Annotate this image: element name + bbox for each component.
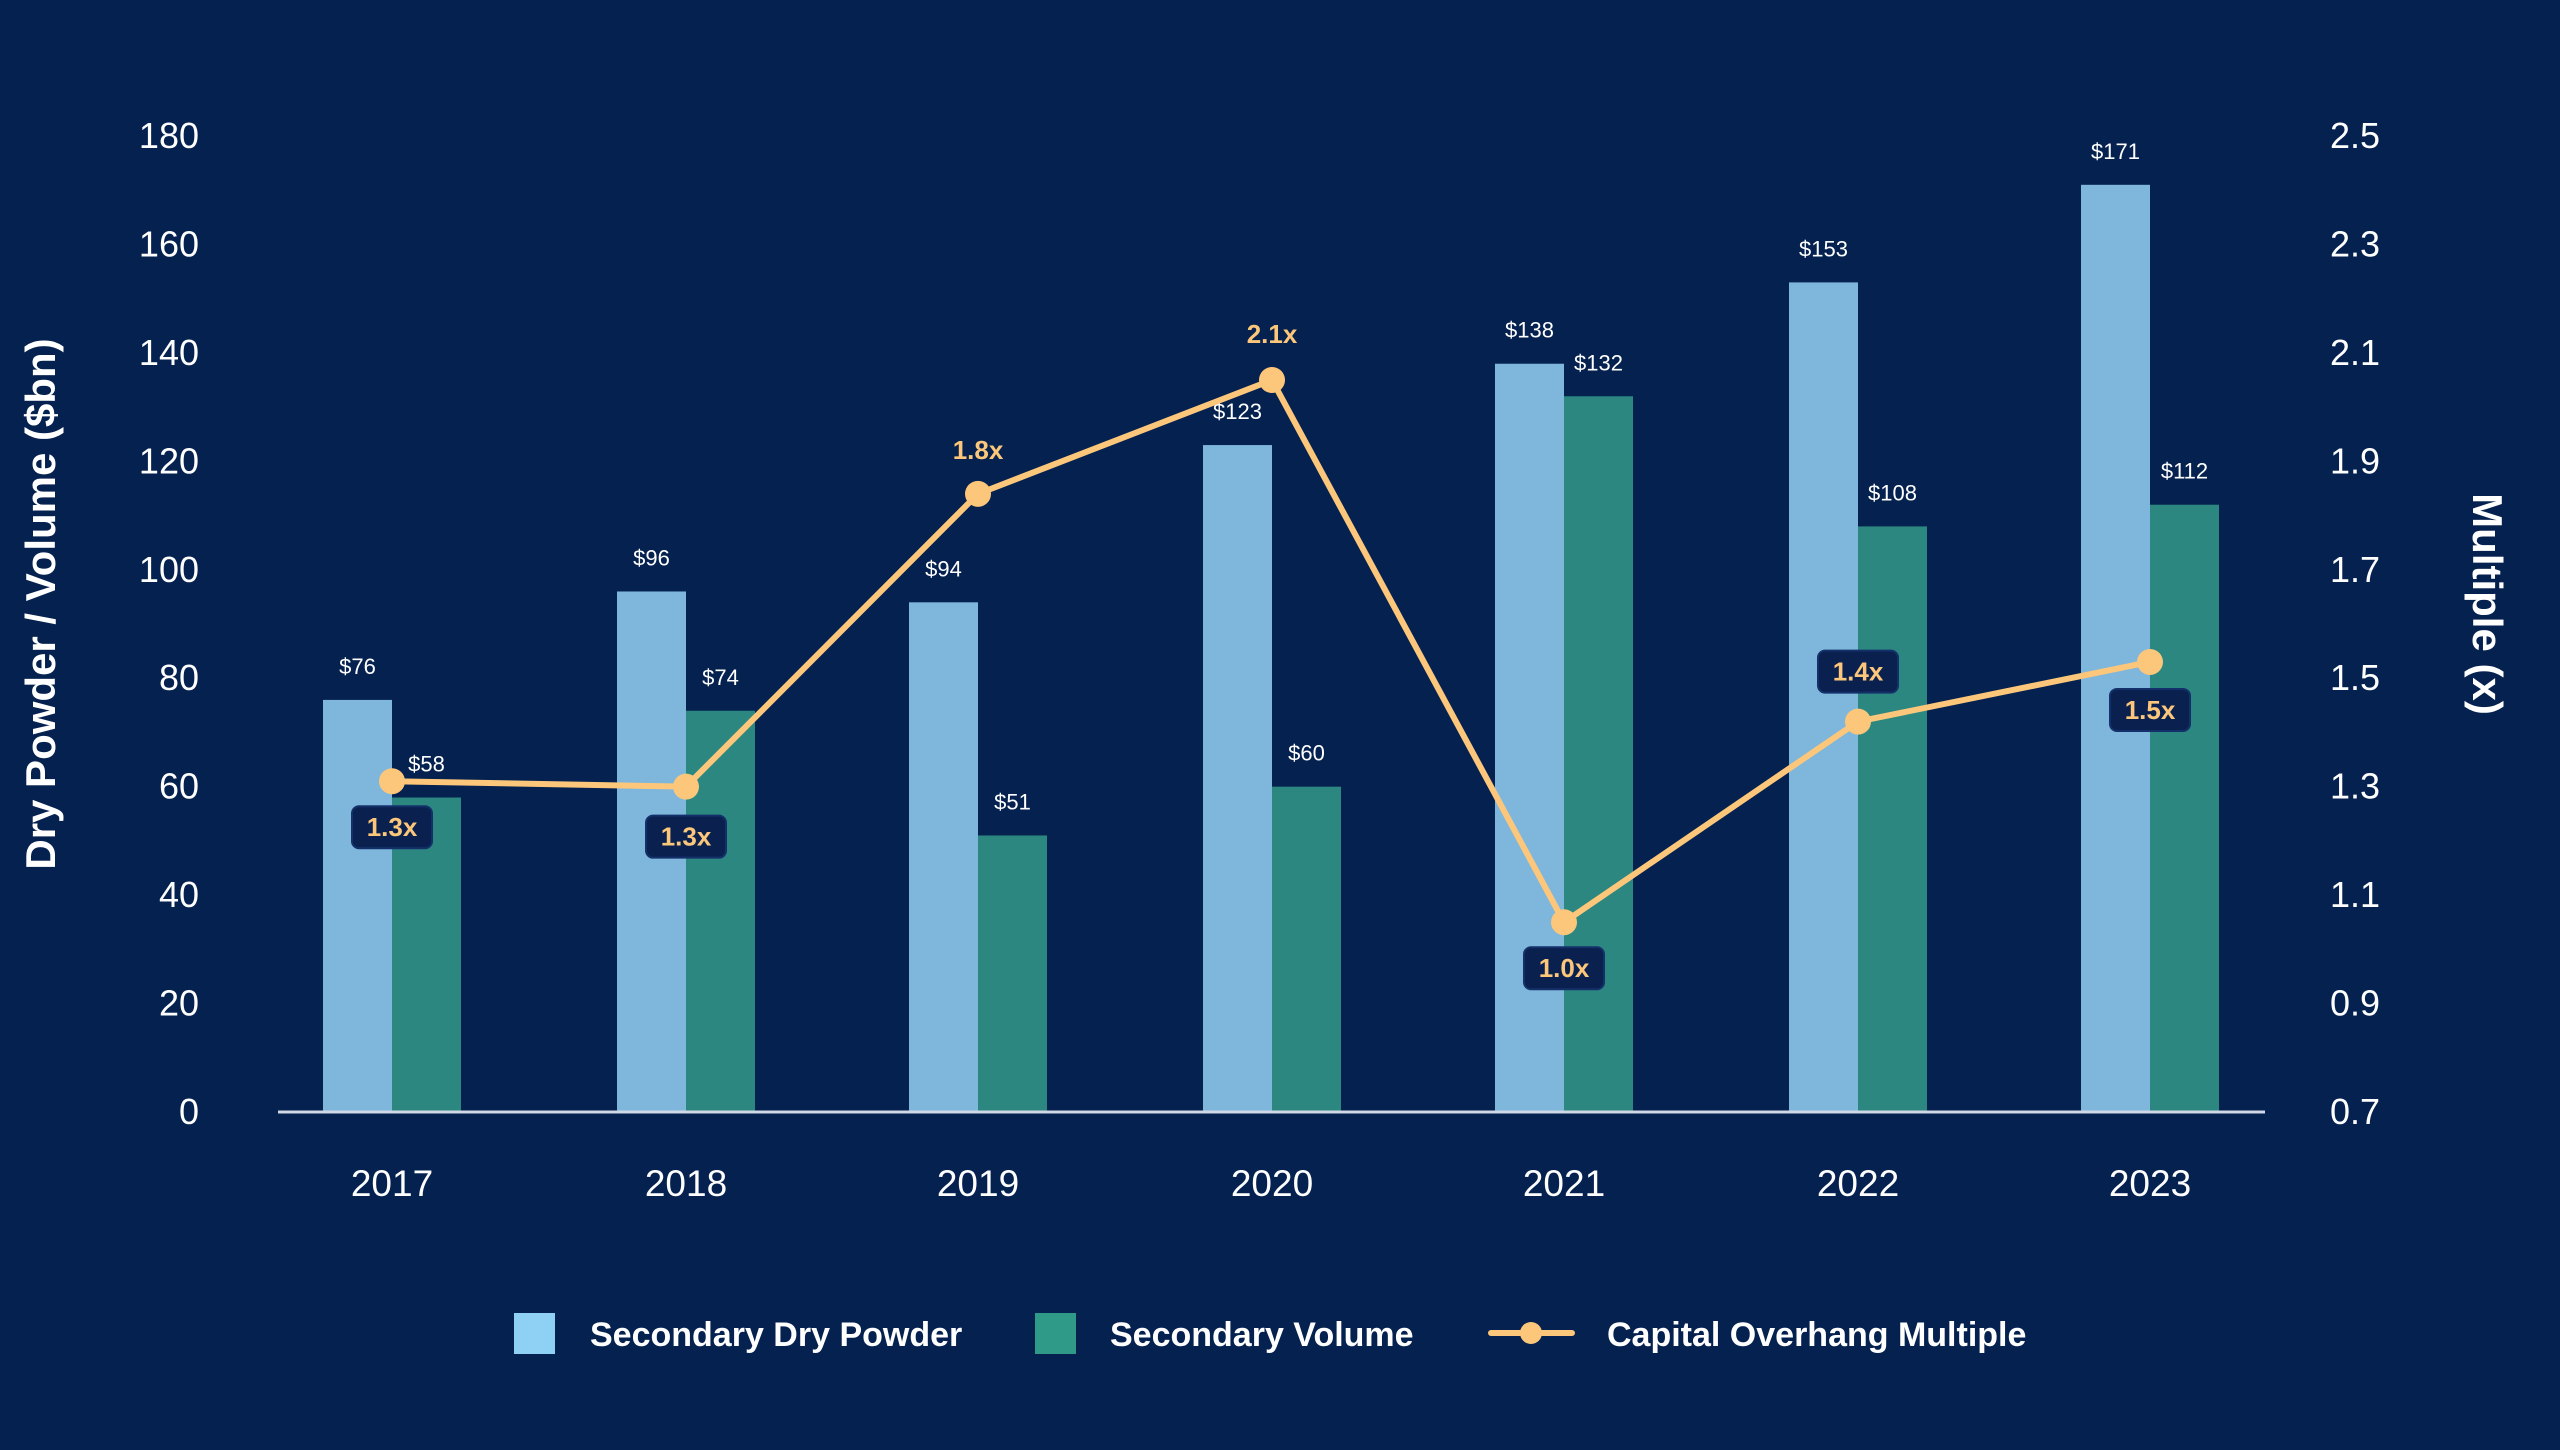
bar-volume: [1564, 396, 1633, 1112]
y2-tick-label: 1.5: [2330, 657, 2380, 698]
multiple-label: 1.3x: [367, 812, 418, 842]
multiple-point: [673, 773, 699, 800]
y2-tick-label: 1.3: [2330, 766, 2380, 807]
data-label: $123: [1213, 399, 1262, 424]
data-label: $112: [2161, 459, 2208, 484]
bar-volume: [1272, 786, 1341, 1112]
multiple-label: 1.5x: [2125, 695, 2176, 725]
bar-dry-powder: [1789, 282, 1858, 1112]
y-tick-label: 180: [139, 115, 199, 156]
data-label: $171: [2091, 139, 2140, 164]
bar-dry-powder: [2081, 184, 2150, 1113]
data-label: $94: [925, 556, 962, 581]
y2-tick-label: 2.1: [2330, 332, 2380, 373]
bar-volume: [2150, 504, 2219, 1112]
y-tick-label: 40: [159, 874, 199, 915]
multiple-label: 1.8x: [953, 435, 1004, 465]
legend-label-dry-powder: Secondary Dry Powder: [590, 1316, 962, 1354]
y2-tick-label: 0.9: [2330, 983, 2380, 1024]
x-tick-label: 2018: [645, 1163, 727, 1204]
data-label: $132: [1574, 350, 1623, 375]
multiple-label: 1.4x: [1833, 657, 1884, 687]
legend: Secondary Dry Powder Secondary Volume Ca…: [514, 1313, 2026, 1354]
multiple-label-box: [2109, 687, 2191, 732]
bar-volume: [1858, 526, 1927, 1112]
multiple-point: [2137, 648, 2163, 675]
multiple-label-box: [645, 814, 727, 859]
multiple-point: [1259, 367, 1285, 393]
legend-swatch-dry-powder: [514, 1313, 555, 1354]
y-axis-title: Dry Powder / Volume ($bn): [17, 338, 64, 869]
multiple-label-box: [1817, 649, 1899, 694]
bar-dry-powder: [1203, 445, 1272, 1113]
y-tick-label: 140: [139, 332, 199, 373]
bar-volume: [392, 797, 461, 1112]
y-tick-label: 80: [159, 657, 199, 698]
y-tick-label: 120: [139, 440, 199, 481]
multiple-label: 1.0x: [1539, 953, 1590, 983]
data-label: $108: [1868, 480, 1917, 505]
y2-tick-label: 2.5: [2330, 115, 2380, 156]
data-label: $76: [339, 654, 376, 679]
data-label: $58: [408, 752, 445, 777]
y2-tick-label: 2.3: [2330, 223, 2380, 264]
y-tick-label: 20: [159, 983, 199, 1024]
x-tick-label: 2019: [937, 1163, 1019, 1204]
y2-tick-label: 1.1: [2330, 874, 2380, 915]
x-tick-label: 2022: [1817, 1163, 1899, 1204]
multiple-label: 1.3x: [661, 822, 712, 852]
x-tick-label: 2023: [2109, 1163, 2191, 1204]
bar-dry-powder: [1495, 363, 1564, 1112]
data-label: $96: [633, 545, 670, 570]
y-tick-label: 60: [159, 766, 199, 807]
legend-marker-icon: [1520, 1322, 1542, 1344]
multiple-label-box: [351, 805, 433, 850]
data-label: $153: [1799, 236, 1848, 261]
multiple-point: [965, 480, 991, 507]
bar-volume: [978, 835, 1047, 1112]
bar-dry-powder: [909, 602, 978, 1112]
multiple-point: [379, 768, 405, 795]
data-label: $60: [1288, 741, 1325, 766]
y2-axis-title: Multiple (x): [2464, 493, 2511, 715]
data-label: $51: [994, 789, 1031, 814]
x-tick-label: 2021: [1523, 1163, 1605, 1204]
y-tick-label: 0: [179, 1091, 199, 1132]
y-tick-label: 160: [139, 223, 199, 264]
y2-tick-label: 1.7: [2330, 549, 2380, 590]
y2-tick-label: 1.9: [2330, 440, 2380, 481]
multiple-point: [1845, 708, 1871, 735]
x-tick-label: 2020: [1231, 1163, 1313, 1204]
legend-label-volume: Secondary Volume: [1110, 1316, 1414, 1354]
multiple-label-box: [1523, 946, 1605, 991]
data-label: $74: [702, 665, 739, 690]
y-tick-label: 100: [139, 549, 199, 590]
multiple-label: 2.1x: [1247, 319, 1298, 349]
x-tick-label: 2017: [351, 1163, 433, 1204]
multiple-point: [1551, 909, 1577, 936]
legend-label-multiple: Capital Overhang Multiple: [1607, 1316, 2026, 1354]
bar-dry-powder: [323, 699, 392, 1112]
data-label: $138: [1505, 318, 1554, 343]
bar-volume: [686, 710, 755, 1112]
y2-tick-label: 0.7: [2330, 1091, 2380, 1132]
legend-swatch-volume: [1035, 1313, 1076, 1354]
